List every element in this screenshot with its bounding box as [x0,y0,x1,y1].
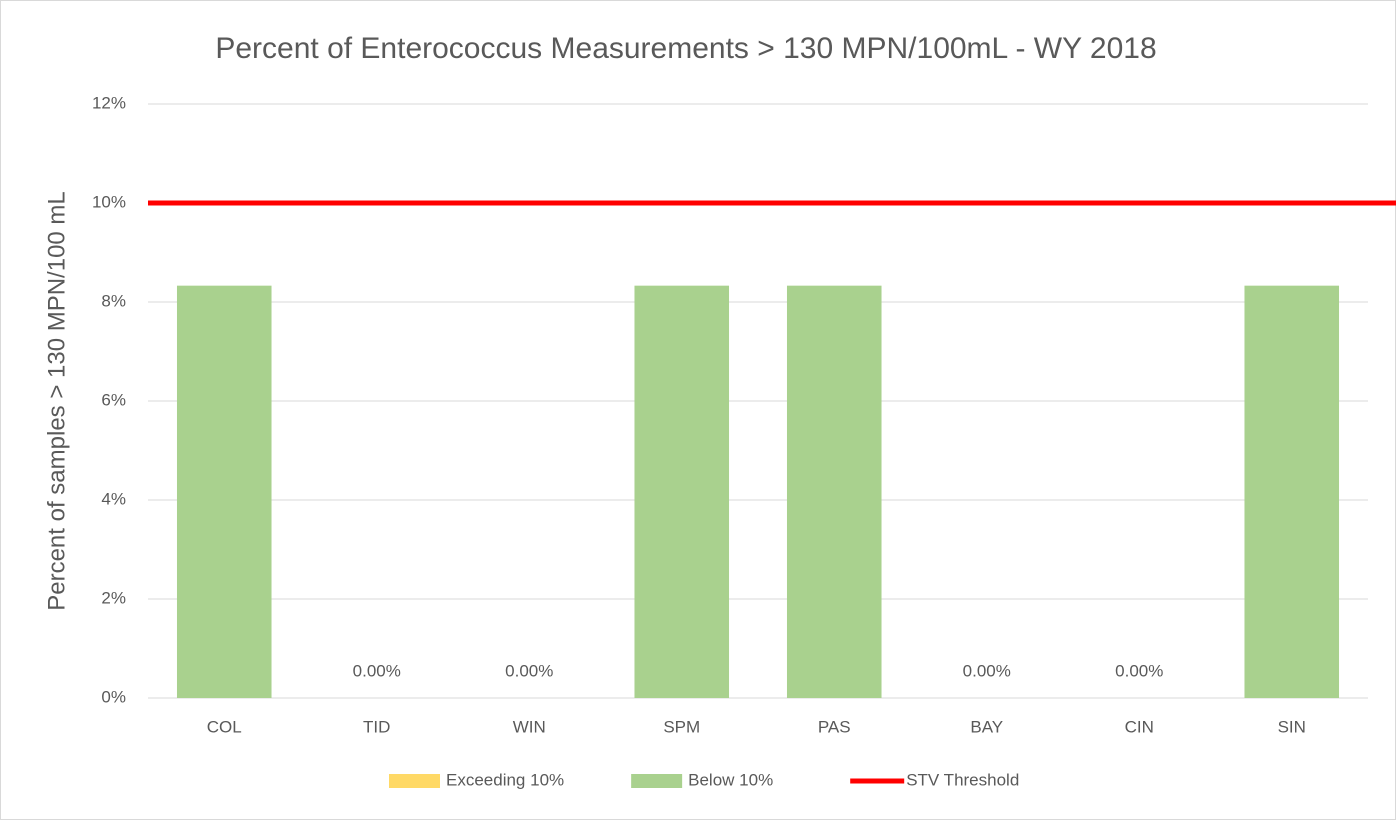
data-label: 0.00% [1115,661,1163,680]
legend-swatch [631,774,683,788]
data-label: 0.00% [963,661,1011,680]
y-tick-label: 12% [92,93,126,112]
data-label: 0.00% [353,661,401,680]
x-tick-label: SIN [1278,717,1306,736]
y-tick-label: 10% [92,192,126,211]
x-tick-label: SPM [663,717,700,736]
legend-swatch [389,774,440,788]
legend-label: Below 10% [688,770,773,789]
legend-label: Exceeding 10% [446,770,564,789]
y-tick-label: 6% [101,390,126,409]
y-tick-label: 0% [101,687,126,706]
x-tick-label: PAS [818,717,851,736]
x-tick-label: BAY [970,717,1003,736]
bar [176,285,272,698]
bar [634,285,730,698]
x-tick-label: TID [363,717,390,736]
bar [786,285,882,698]
chart-title: Percent of Enterococcus Measurements > 1… [215,32,1156,65]
y-axis-label: Percent of samples > 130 MPN/100 mL [43,191,70,611]
legend-label: STV Threshold [906,770,1019,789]
x-tick-label: CIN [1125,717,1154,736]
x-tick-label: WIN [513,717,546,736]
data-label: 0.00% [505,661,553,680]
y-tick-label: 2% [101,588,126,607]
x-tick-label: COL [207,717,242,736]
y-tick-label: 8% [101,291,126,310]
bar [1244,285,1340,698]
y-tick-label: 4% [101,489,126,508]
